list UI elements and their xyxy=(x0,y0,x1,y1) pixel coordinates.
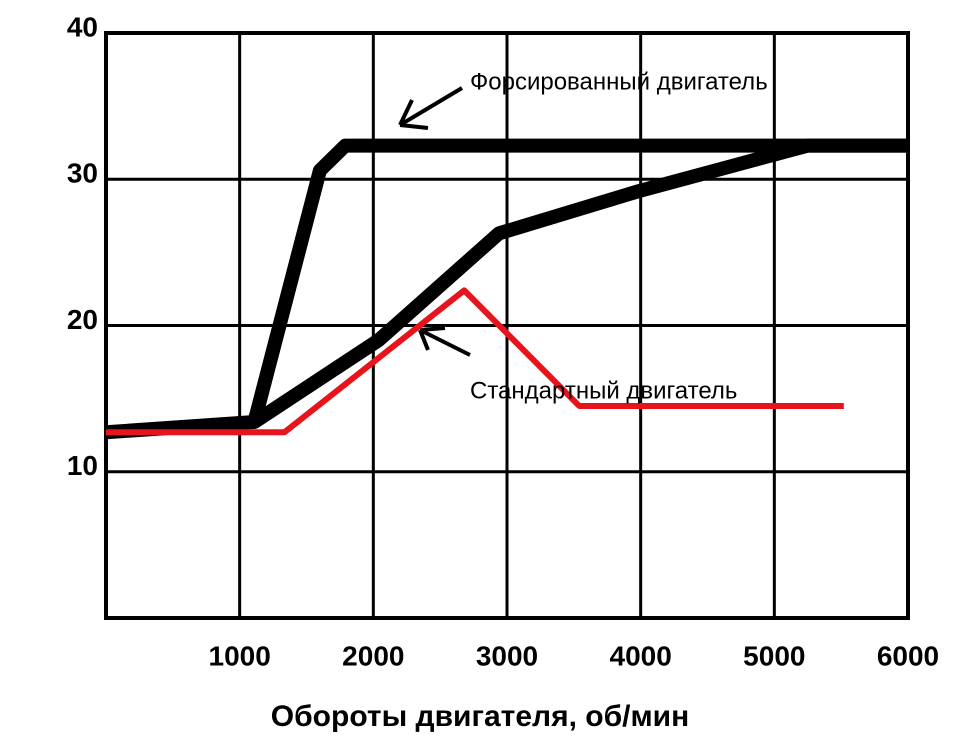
x-tick-label: 3000 xyxy=(476,640,538,671)
x-tick-label: 5000 xyxy=(743,640,805,671)
arrows xyxy=(398,86,471,357)
line xyxy=(106,287,844,436)
y-tick-label: 40 xyxy=(67,11,98,42)
y-tick-label: 30 xyxy=(67,158,98,189)
y-tick-label: 20 xyxy=(67,304,98,335)
y-tick-label: 10 xyxy=(67,450,98,481)
x-tick-label: 4000 xyxy=(610,640,672,671)
x-tick-label: 1000 xyxy=(209,640,271,671)
annotation: Форсированный двигатель xyxy=(470,68,768,95)
arrow xyxy=(398,86,464,130)
x-tick-label: 2000 xyxy=(342,640,404,671)
arrow xyxy=(418,326,471,357)
line xyxy=(250,138,908,428)
x-axis-label: Обороты двигателя, об/мин xyxy=(271,700,689,733)
annotation: Стандартный двигатель xyxy=(470,377,737,404)
line xyxy=(105,138,908,440)
x-tick-label: 6000 xyxy=(877,640,939,671)
